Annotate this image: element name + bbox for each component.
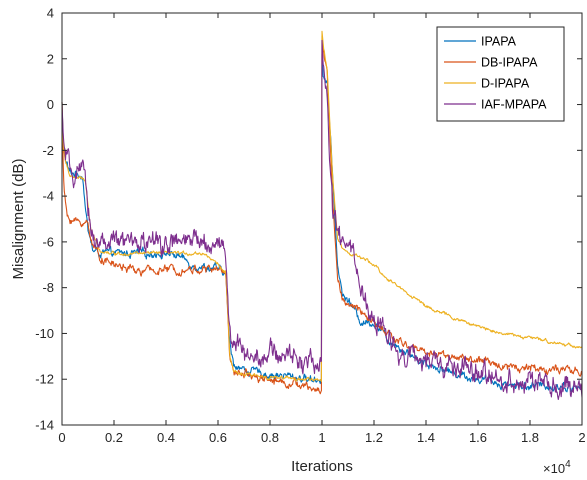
x-tick-label: 0.4 [157, 430, 175, 445]
x-tick-label: 0.8 [261, 430, 279, 445]
y-tick-label: 0 [47, 97, 54, 112]
legend-label: IPAPA [481, 35, 517, 49]
x-tick-label: 2 [578, 430, 585, 445]
y-tick-label: -10 [35, 326, 54, 341]
x-tick-label: 1 [318, 430, 325, 445]
series-line-d-ipapa [61, 30, 583, 383]
y-tick-label: 2 [47, 51, 54, 66]
y-tick-label: 4 [47, 6, 54, 21]
y-tick-label: -12 [35, 372, 54, 387]
legend-label: IAF-MPAPA [481, 98, 547, 112]
x-axis-label: Iterations [291, 458, 353, 475]
y-tick-label: -2 [42, 143, 54, 158]
plot-lines [61, 30, 583, 401]
x-tick-label: 1.2 [365, 430, 383, 445]
legend-box [436, 26, 565, 122]
x-axis-exponent-base: ×10 [543, 461, 565, 476]
x-tick-label: 1.6 [469, 430, 487, 445]
legend-label: D-IPAPA [481, 77, 530, 91]
x-axis-ticks: 0 0.2 0.4 0.6 0.8 1 1.2 1.4 1.6 1.8 2 [58, 13, 586, 445]
y-tick-label: -14 [35, 418, 54, 433]
y-axis-ticks: 4 2 0 -2 -4 -6 -8 -10 -12 -14 [35, 6, 582, 433]
x-tick-label: 0 [58, 430, 65, 445]
legend: IPAPA DB-IPAPA D-IPAPA IAF-MPAPA [436, 26, 565, 122]
y-axis-label: Misalignment (dB) [10, 159, 27, 280]
y-tick-label: -4 [42, 189, 54, 204]
series-line-iaf-mpapa [61, 39, 583, 401]
x-axis-exponent: ×104 [543, 459, 571, 476]
x-tick-label: 0.2 [105, 430, 123, 445]
y-tick-label: -8 [42, 280, 54, 295]
x-axis-exponent-power: 4 [565, 459, 571, 470]
x-tick-label: 1.4 [417, 430, 435, 445]
y-tick-label: -6 [42, 234, 54, 249]
x-tick-label: 1.8 [521, 430, 539, 445]
legend-label: DB-IPAPA [481, 56, 538, 70]
x-tick-label: 0.6 [209, 430, 227, 445]
